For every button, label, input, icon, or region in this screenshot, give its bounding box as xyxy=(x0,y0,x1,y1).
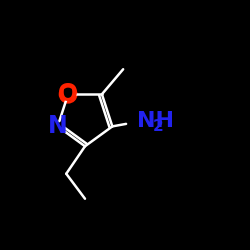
Text: 2: 2 xyxy=(153,119,164,134)
Text: O: O xyxy=(58,82,78,106)
Text: NH: NH xyxy=(137,111,174,131)
Text: N: N xyxy=(48,114,68,138)
